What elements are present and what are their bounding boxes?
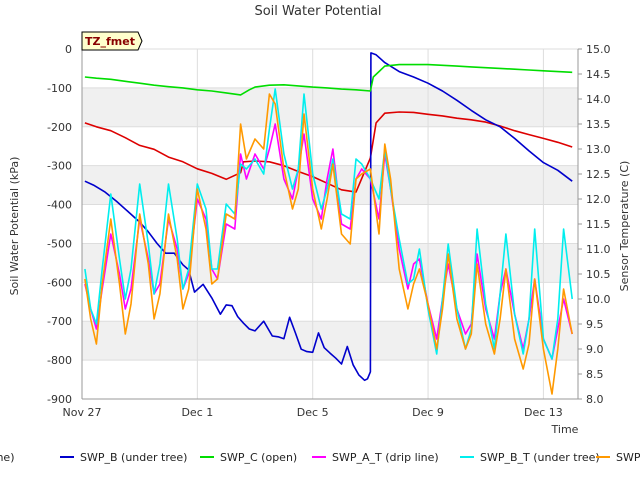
y-tick-label: -100 [47, 82, 72, 95]
station-tag-label: TZ_fmet [85, 35, 135, 48]
y2-tick-label: 11.0 [586, 243, 611, 256]
y2-tick-label: 12.5 [586, 168, 611, 181]
y2-axis-label: Sensor Temperature (C) [618, 161, 631, 292]
y-tick-label: 0 [65, 43, 72, 56]
y-tick-label: -300 [47, 160, 72, 173]
chart-title: Soil Water Potential [254, 4, 381, 19]
legend-item: SWP_B_T (under tree) [460, 451, 600, 464]
y-axis-label: Soil Water Potential (kPa) [8, 157, 21, 296]
y2-tick-label: 11.5 [586, 218, 611, 231]
y-tick-label: -400 [47, 199, 72, 212]
legend-label: SWP_A (drip line) [0, 451, 15, 464]
station-tag-box [81, 31, 143, 51]
series-line-swp-c [84, 63, 573, 96]
y2-tick-label: 8.5 [586, 368, 604, 381]
legend-item: SWP_B (under tree) [60, 451, 187, 464]
legend-label: SWP_C (open) [220, 451, 297, 464]
y-tick-label: -700 [47, 315, 72, 328]
x-axis-label: Time [551, 423, 579, 436]
y-tick-label: -500 [47, 237, 72, 250]
y2-tick-label: 10.5 [586, 268, 611, 281]
x-tick-label: Dec 9 [412, 406, 444, 419]
legend-item: SWP_C_T (open) [596, 451, 640, 464]
legend-label: SWP_C_T (open) [616, 451, 640, 464]
series-layer [84, 52, 573, 395]
y2-tick-label: 14.5 [586, 68, 611, 81]
y-tick-label: -200 [47, 121, 72, 134]
y-tick-label: -800 [47, 354, 72, 367]
y2-tick-label: 13.5 [586, 118, 611, 131]
legend-item: SWP_A_T (drip line) [312, 451, 439, 464]
x-tick-label: Dec 13 [524, 406, 563, 419]
x-tick-label: Nov 27 [63, 406, 102, 419]
station-tag: TZ_fmet [81, 31, 143, 51]
series-line-swp-c-t [84, 93, 573, 395]
y-tick-label: -600 [47, 276, 72, 289]
legend: SWP_A (drip line) SWP_B (under tree) SWP_C… [0, 451, 640, 464]
grid-band [82, 87, 578, 127]
y2-tick-label: 9.0 [586, 343, 604, 356]
y2-tick-label: 15.0 [586, 43, 611, 56]
y2-tick-label: 9.5 [586, 318, 604, 331]
series-line-swp-b-t [84, 88, 573, 360]
legend-label: SWP_B (under tree) [80, 451, 187, 464]
x-tick-label: Dec 5 [297, 406, 329, 419]
tick-labels: 0 -100 -200 -300 -400 -500 -600 -700 -800 -900 8.0… [47, 43, 610, 419]
legend-label: SWP_A_T (drip line) [332, 451, 439, 464]
legend-item: SWP_C (open) [200, 451, 297, 464]
y2-tick-label: 10.0 [586, 293, 611, 306]
legend-label: SWP_B_T (under tree) [480, 451, 600, 464]
y2-tick-label: 14.0 [586, 93, 611, 106]
legend-item: SWP_A (drip line) [0, 451, 15, 464]
x-tick-label: Dec 1 [181, 406, 213, 419]
y2-tick-label: 13.0 [586, 143, 611, 156]
y-tick-label: -900 [47, 393, 72, 406]
plot-background-bands [82, 49, 578, 399]
y2-tick-label: 8.0 [586, 393, 604, 406]
grid-band [82, 321, 578, 361]
y2-tick-label: 12.0 [586, 193, 611, 206]
